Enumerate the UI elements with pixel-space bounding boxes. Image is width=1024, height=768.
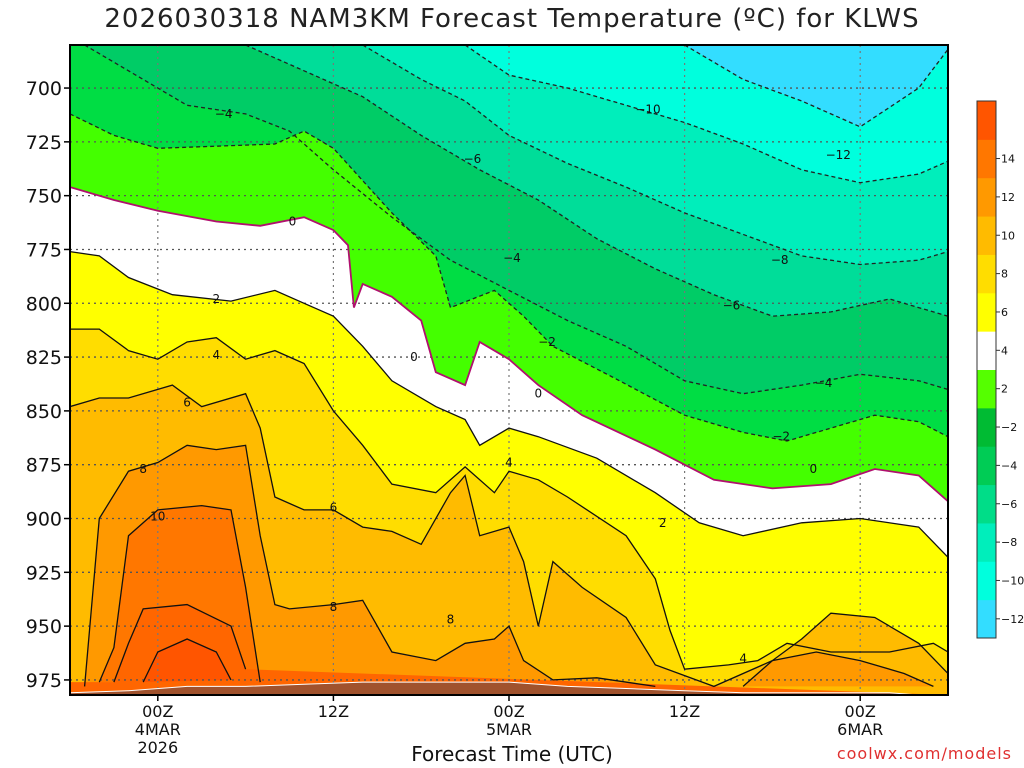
colorbar-label: 10	[1001, 229, 1015, 242]
colorbar-label: −4	[1001, 459, 1017, 472]
contour-line	[142, 638, 232, 683]
colorbar-swatch	[977, 254, 996, 294]
contour-label: −2	[538, 335, 556, 349]
y-tick-label: 775	[26, 239, 62, 261]
contour-label: 0	[410, 350, 418, 364]
temperature-field	[70, 45, 948, 695]
contour-label: 0	[289, 214, 297, 228]
contour-label: 8	[330, 600, 338, 614]
colorbar-label: −8	[1001, 536, 1017, 549]
contour-line	[113, 603, 247, 683]
colorbar-label: 12	[1001, 191, 1015, 204]
x-tick-label: 12Z	[669, 702, 700, 721]
colorbar-swatch	[977, 292, 996, 332]
contour-line	[98, 504, 261, 683]
x-tick-label: 2026	[137, 738, 178, 757]
x-tick-label: 12Z	[318, 702, 349, 721]
y-tick-label: 825	[26, 347, 62, 369]
contour-line	[84, 45, 948, 395]
temperature-band	[143, 639, 231, 683]
contour-label: 4	[739, 651, 747, 665]
contour-label: −4	[215, 107, 233, 121]
contour-label: −6	[464, 152, 482, 166]
terrain-ground	[70, 681, 948, 695]
contour-line	[70, 113, 948, 442]
colorbar-label: −10	[1001, 574, 1024, 587]
colorbar-swatch	[977, 522, 996, 562]
contour-line	[245, 45, 948, 317]
colorbar-swatch	[977, 446, 996, 486]
colorbar-swatch	[977, 369, 996, 409]
colorbar-label: 8	[1001, 268, 1008, 281]
colorbar-swatch	[977, 177, 996, 217]
colorbar-swatch	[977, 139, 996, 179]
x-tick-label: 4MAR	[135, 720, 181, 739]
colorbar-label: 6	[1001, 306, 1008, 319]
contour-label: 6	[183, 395, 191, 409]
x-tick-label: 00Z	[845, 702, 876, 721]
contour-label: 0	[810, 462, 818, 476]
colorbar-label: 4	[1001, 344, 1008, 357]
contour-line	[70, 186, 948, 502]
colorbar-swatch	[977, 484, 996, 524]
temperature-band	[70, 604, 948, 695]
x-tick-label: 6MAR	[837, 720, 883, 739]
colorbar-frame	[976, 100, 997, 639]
contour-line	[70, 328, 948, 670]
y-tick-label: 725	[26, 132, 62, 154]
contour-label: −4	[503, 251, 521, 265]
contour-line	[70, 384, 948, 688]
x-tick-label: 5MAR	[486, 720, 532, 739]
contour-line	[83, 444, 656, 688]
y-tick-label: 800	[26, 293, 62, 315]
y-tick-label: 750	[26, 186, 62, 208]
y-tick-label: 875	[26, 455, 62, 477]
colorbar-swatch	[977, 101, 996, 140]
contour-label: 4	[505, 456, 513, 470]
contour-line	[70, 250, 948, 558]
colorbar-label: −6	[1001, 498, 1017, 511]
contour-line	[464, 45, 948, 184]
x-tick-label: 00Z	[493, 702, 524, 721]
contour-label: 2	[659, 516, 667, 530]
contour-line	[742, 651, 934, 687]
y-tick-label: 925	[26, 562, 62, 584]
contour-label: −4	[815, 376, 833, 390]
y-tick-label: 950	[26, 616, 62, 638]
colorbar-swatch	[977, 599, 996, 639]
x-tick-label: 00Z	[142, 702, 173, 721]
contour-label: −6	[723, 298, 741, 312]
x-axis-label: Forecast Time (UTC)	[411, 742, 613, 766]
contour-label: −2	[772, 430, 790, 444]
contour-label: 10	[150, 509, 165, 523]
contour-label: −10	[635, 103, 660, 117]
contour-label: −12	[826, 148, 851, 162]
y-tick-label: 700	[26, 78, 62, 100]
contour-label: 4	[213, 348, 221, 362]
chart-title: 2026030318 NAM3KM Forecast Temperature (…	[104, 4, 920, 34]
y-tick-label: 975	[26, 670, 62, 692]
y-tick-label: 850	[26, 401, 62, 423]
colorbar-label: 2	[1001, 383, 1008, 396]
contour-label: 6	[330, 501, 338, 515]
contour-label: 2	[213, 292, 221, 306]
colorbar-label: −2	[1001, 421, 1017, 434]
contour-label: 0	[534, 387, 542, 401]
contour-label: −8	[771, 253, 789, 267]
colorbar-label: −12	[1001, 613, 1024, 626]
colorbar-swatch	[977, 407, 996, 447]
colorbar-swatch	[977, 216, 996, 255]
colorbar-label: 14	[1001, 153, 1015, 166]
site-credit: coolwx.com/models	[836, 744, 1012, 763]
colorbar-swatch	[977, 561, 996, 601]
y-tick-label: 900	[26, 509, 62, 531]
contour-line	[362, 45, 948, 266]
contour-line	[684, 45, 948, 128]
colorbar-swatch	[977, 331, 996, 370]
temperature-band	[743, 652, 934, 687]
contour-label: 8	[139, 462, 147, 476]
contour-label: 8	[447, 613, 455, 627]
